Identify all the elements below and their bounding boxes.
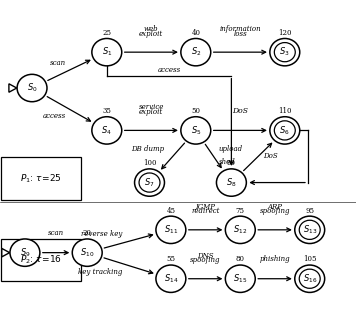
- Text: 75: 75: [236, 206, 245, 215]
- Text: $S_4$: $S_4$: [101, 124, 112, 137]
- Text: upload: upload: [219, 145, 243, 153]
- Text: $S_{13}$: $S_{13}$: [303, 224, 317, 236]
- Text: $S_2$: $S_2$: [190, 46, 201, 58]
- Text: $S_{15}$: $S_{15}$: [233, 273, 247, 285]
- Circle shape: [17, 74, 47, 102]
- Text: $S_8$: $S_8$: [226, 176, 237, 189]
- Text: ICMP: ICMP: [195, 203, 216, 211]
- FancyBboxPatch shape: [1, 239, 81, 281]
- Text: 35: 35: [103, 107, 111, 115]
- Circle shape: [139, 173, 160, 192]
- Circle shape: [156, 216, 186, 244]
- Text: $S_3$: $S_3$: [279, 46, 290, 58]
- Circle shape: [270, 38, 300, 66]
- Circle shape: [92, 117, 122, 144]
- Text: 50: 50: [191, 107, 200, 115]
- Text: 80: 80: [236, 255, 245, 263]
- Circle shape: [156, 265, 186, 292]
- Text: 110: 110: [278, 107, 292, 115]
- Text: $S_{10}$: $S_{10}$: [80, 246, 94, 259]
- Circle shape: [299, 220, 320, 239]
- Circle shape: [225, 265, 255, 292]
- Text: reverse key: reverse key: [80, 230, 122, 238]
- Text: DNS: DNS: [197, 252, 214, 260]
- Text: exploit: exploit: [139, 30, 163, 38]
- Text: scan: scan: [48, 229, 64, 237]
- Text: exploit: exploit: [139, 108, 163, 116]
- Text: $S_{12}$: $S_{12}$: [233, 224, 247, 236]
- Circle shape: [225, 216, 255, 244]
- Text: 90: 90: [227, 159, 236, 167]
- Text: spoofing: spoofing: [190, 256, 221, 264]
- Text: DoS: DoS: [263, 153, 278, 160]
- Text: DB dump: DB dump: [131, 145, 164, 153]
- Text: $S_{11}$: $S_{11}$: [164, 224, 178, 236]
- Text: $S_{16}$: $S_{16}$: [303, 273, 317, 285]
- Text: 20: 20: [83, 229, 92, 237]
- Text: $P_1\colon\ \tau\!=\!25$: $P_1\colon\ \tau\!=\!25$: [20, 172, 62, 185]
- Text: service: service: [138, 103, 164, 111]
- Text: 100: 100: [143, 159, 156, 167]
- Circle shape: [274, 43, 295, 62]
- Text: web: web: [144, 25, 159, 33]
- Circle shape: [181, 117, 211, 144]
- Text: phishing: phishing: [260, 255, 290, 263]
- Circle shape: [270, 117, 300, 144]
- Circle shape: [135, 169, 164, 196]
- Text: 120: 120: [278, 29, 292, 37]
- Polygon shape: [2, 248, 10, 257]
- Text: $S_0$: $S_0$: [27, 82, 37, 94]
- Circle shape: [295, 216, 325, 244]
- Circle shape: [10, 239, 40, 266]
- Text: 95: 95: [305, 206, 314, 215]
- Text: redirect: redirect: [191, 207, 220, 215]
- Text: DoS: DoS: [232, 107, 248, 115]
- FancyBboxPatch shape: [1, 157, 81, 200]
- Text: loss: loss: [234, 30, 247, 38]
- Circle shape: [299, 269, 320, 288]
- Circle shape: [295, 265, 325, 292]
- Text: scan: scan: [50, 59, 66, 67]
- Text: shell: shell: [219, 158, 236, 166]
- Text: $P_2\colon\ \tau\!=\!16$: $P_2\colon\ \tau\!=\!16$: [20, 254, 62, 266]
- Circle shape: [274, 121, 295, 140]
- Text: $S_{14}$: $S_{14}$: [164, 273, 178, 285]
- Text: $S_7$: $S_7$: [144, 176, 155, 189]
- Text: $S_6$: $S_6$: [279, 124, 290, 137]
- Text: 45: 45: [166, 206, 176, 215]
- Text: access: access: [157, 66, 181, 74]
- Text: $S_1$: $S_1$: [101, 46, 112, 58]
- Text: 40: 40: [191, 29, 200, 37]
- Text: 105: 105: [303, 255, 316, 263]
- Text: spoofing: spoofing: [260, 207, 290, 215]
- Text: information: information: [220, 25, 261, 33]
- Circle shape: [181, 38, 211, 66]
- Text: key tracking: key tracking: [78, 268, 122, 276]
- Text: ARP: ARP: [267, 203, 283, 211]
- Circle shape: [216, 169, 246, 196]
- Circle shape: [92, 38, 122, 66]
- Text: 55: 55: [166, 255, 176, 263]
- Text: access: access: [43, 112, 66, 121]
- Polygon shape: [9, 84, 17, 92]
- Circle shape: [72, 239, 102, 266]
- Text: 25: 25: [102, 29, 111, 37]
- Text: $S_5$: $S_5$: [190, 124, 201, 137]
- Text: $S_9$: $S_9$: [20, 246, 30, 259]
